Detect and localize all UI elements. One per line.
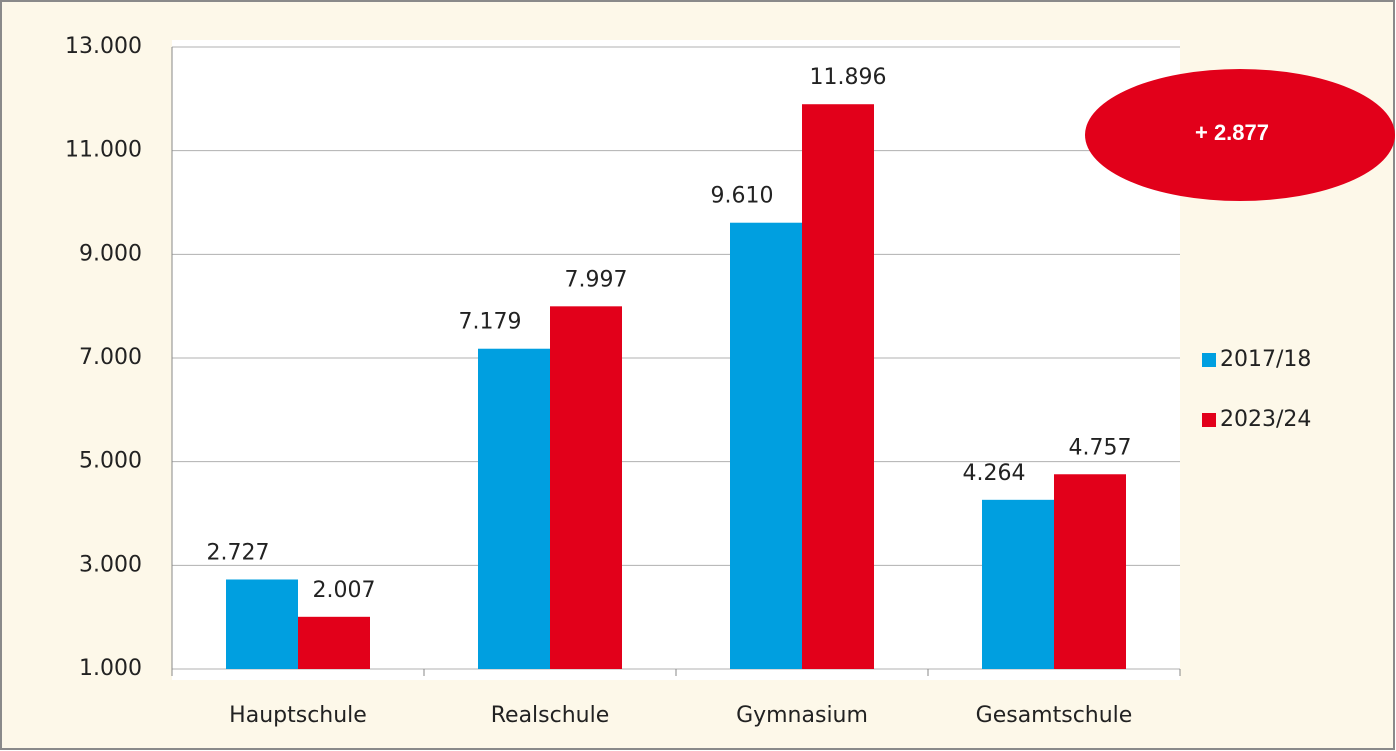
y-tick-label: 9.000 bbox=[79, 241, 142, 266]
legend-swatch bbox=[1202, 413, 1216, 427]
data-label: 11.896 bbox=[810, 65, 887, 90]
legend-label: 2023/24 bbox=[1220, 407, 1311, 432]
y-tick-label: 1.000 bbox=[79, 656, 142, 681]
x-tick-label: Gesamtschule bbox=[976, 703, 1133, 728]
x-tick-label: Realschule bbox=[491, 703, 610, 728]
bar bbox=[802, 104, 874, 669]
bar bbox=[1054, 474, 1126, 669]
annotation-bubble bbox=[1085, 69, 1395, 201]
bar bbox=[478, 348, 550, 669]
data-label: 4.264 bbox=[963, 461, 1026, 486]
data-label: 2.007 bbox=[313, 578, 376, 603]
x-tick-label: Gymnasium bbox=[736, 703, 868, 728]
y-tick-label: 3.000 bbox=[79, 552, 142, 577]
annotation: + 2.877 bbox=[1195, 120, 1269, 145]
data-label: 2.727 bbox=[207, 540, 270, 565]
data-label: 4.757 bbox=[1069, 435, 1132, 460]
y-tick-label: 5.000 bbox=[79, 449, 142, 474]
legend-swatch bbox=[1202, 353, 1216, 367]
bar bbox=[730, 222, 802, 669]
data-label: 7.179 bbox=[459, 310, 522, 335]
y-tick-label: 7.000 bbox=[79, 345, 142, 370]
data-label: 9.610 bbox=[711, 184, 774, 209]
bar bbox=[982, 499, 1054, 669]
x-tick-label: Hauptschule bbox=[229, 703, 367, 728]
y-tick-label: 11.000 bbox=[65, 138, 142, 163]
bar bbox=[298, 616, 370, 669]
bar bbox=[550, 306, 622, 669]
bar bbox=[226, 579, 298, 669]
legend-label: 2017/18 bbox=[1220, 347, 1311, 372]
y-tick-label: 13.000 bbox=[65, 34, 142, 59]
data-label: 7.997 bbox=[565, 267, 628, 292]
